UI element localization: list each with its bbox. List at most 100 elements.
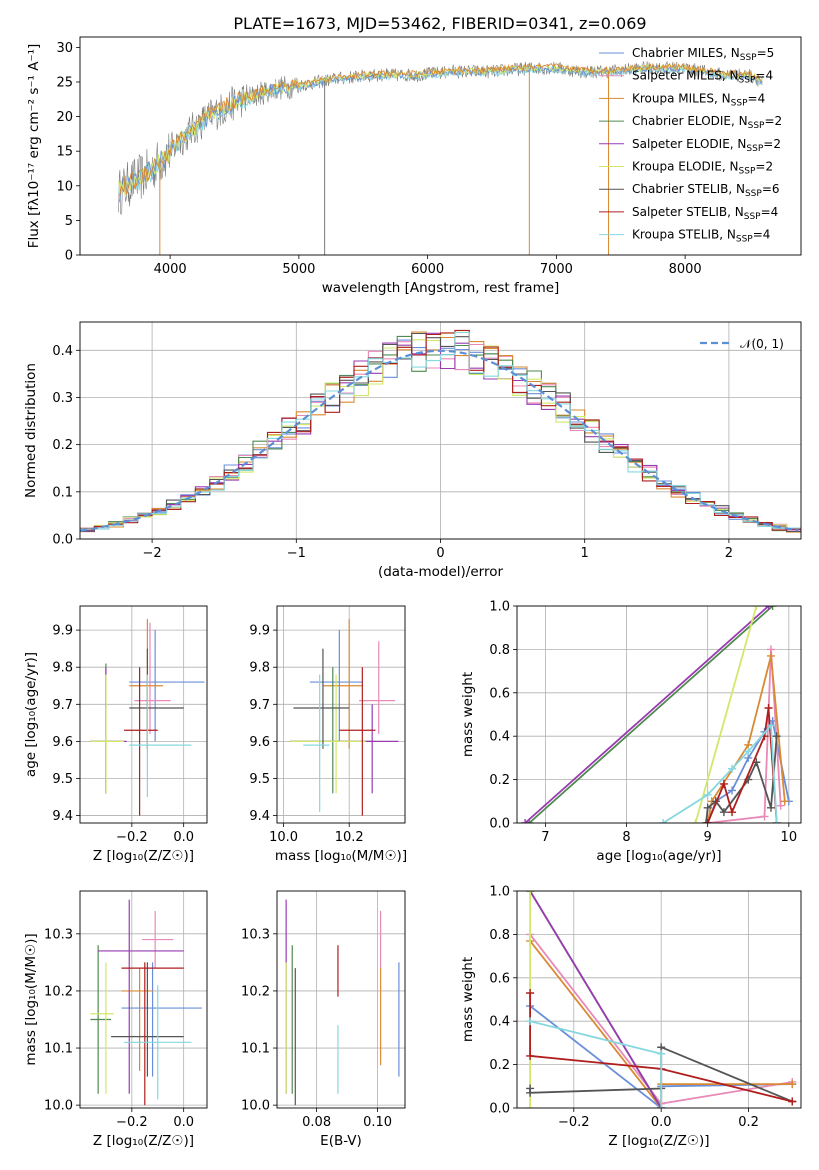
x-tick-label: 8: [622, 830, 630, 845]
legend-count: =2: [755, 160, 773, 174]
legend-count: =4: [755, 69, 773, 83]
residuals-plot-area: [80, 329, 801, 533]
age_vs_Z-frame: [79, 605, 208, 824]
weight-line: [705, 736, 778, 823]
y-tick-label: 10.0: [241, 1099, 270, 1114]
x-axis-label: E(B-V): [320, 1133, 362, 1149]
y-tick-label: 1.0: [489, 600, 510, 615]
age_vs_mass-frame: [276, 605, 406, 824]
x-tick-label: 2: [725, 546, 733, 561]
weight-marker: [788, 1097, 797, 1106]
weight-marker: [719, 779, 728, 788]
weight_vs_age-frame: [516, 605, 802, 824]
legend-label: Chabrier STELIB, NSSP=6: [632, 182, 780, 199]
mass_vs_Z-plot-area: [90, 899, 202, 1106]
weight-line: [694, 606, 758, 823]
weight-marker: [728, 764, 737, 773]
mass_vs_ebv-axes: 0.08 0.10 10.0 10.1 10.2 10.3 E(B-V): [241, 890, 406, 1149]
x-axis-label: wavelength [Angstrom, rest frame]: [322, 280, 560, 296]
mass_vs_Z-frame: [79, 890, 208, 1109]
legend-count: =4: [748, 91, 766, 105]
y-tick-label: 9.4: [249, 809, 270, 824]
weight-line: [529, 891, 662, 1108]
x-tick-label: 0: [436, 546, 444, 561]
legend-label: Kroupa ELODIE, NSSP=2: [632, 160, 773, 177]
weight-marker: [766, 721, 775, 730]
y-tick-label: 0.1: [52, 485, 73, 500]
legend-count: =2: [763, 137, 781, 151]
weight_vs_age-plot-area: [521, 606, 793, 823]
weight-marker: [752, 606, 761, 610]
y-tick-label: 10.3: [241, 927, 270, 942]
weight-marker: [766, 803, 775, 812]
x-axis-label: Z [log₁₀(Z/Z☉)]: [608, 1133, 709, 1149]
legend-count: =6: [762, 182, 780, 196]
y-tick-label: 0.8: [489, 928, 510, 943]
y-tick-label: 9.7: [249, 698, 270, 713]
y-tick-label: 30: [56, 41, 73, 56]
legend-subscript: SSP: [745, 189, 762, 199]
y-tick-label: 10.2: [44, 984, 73, 999]
y-tick-label: 0: [65, 249, 73, 264]
weight-marker: [702, 819, 711, 823]
x-tick-label: 0.10: [363, 1115, 392, 1130]
residuals-frame: [79, 321, 802, 540]
plot-layer: 4000 5000 6000 7000 8000051015202530waveleng…: [23, 36, 802, 1149]
y-tick-label: 9.6: [249, 735, 270, 750]
y-tick-label: 9.4: [52, 809, 73, 824]
y-tick-label: 5: [65, 214, 73, 229]
y-tick-label: 0.6: [489, 971, 510, 986]
x-tick-label: 10.0: [269, 830, 298, 845]
histogram-step: [80, 329, 801, 531]
x-tick-label: 0.0: [651, 1115, 672, 1130]
legend-subscript: SSP: [746, 144, 763, 154]
legend-label: Kroupa MILES, NSSP=4: [632, 91, 765, 108]
age_vs_Z-axes: −0.2 0.0 9.4 9.5 9.6 9.7 9.8 9.9 Z [log₁₀(Z/Z☉)]…: [23, 605, 208, 864]
mass_vs_ebv-frame: [276, 890, 406, 1109]
y-axis-label: mass weight: [460, 957, 476, 1042]
y-tick-label: 0.3: [52, 391, 73, 406]
y-tick-label: 15: [56, 145, 73, 160]
weight-marker: [526, 1088, 535, 1097]
weight-marker: [728, 808, 737, 817]
spectrum-model-line: [118, 65, 763, 194]
x-axis-label: (data-model)/error: [378, 564, 504, 580]
weight-line: [528, 606, 774, 823]
gaussian-curve: [80, 349, 799, 532]
legend-count: =2: [764, 114, 782, 128]
weight-marker: [526, 891, 535, 895]
weight-marker: [657, 1049, 666, 1058]
spectrum-axes: 4000 5000 6000 7000 8000 0 5 10 15 20 25 30 waveleng…: [26, 36, 802, 296]
legend-count: =4: [761, 205, 779, 219]
weight-line: [707, 649, 782, 823]
weight-marker: [526, 1051, 535, 1060]
y-tick-label: 10.1: [241, 1042, 270, 1057]
mass_vs_ebv-plot-area: [285, 899, 400, 1106]
y-tick-label: 20: [56, 110, 73, 125]
age_vs_Z-plot-area: [90, 618, 205, 816]
spectrum-frame: [79, 36, 802, 256]
x-tick-label: 7: [541, 830, 549, 845]
weight_vs_Z-plot-area: [526, 891, 797, 1108]
legend-count: =4: [753, 228, 771, 242]
x-axis-label: age [log₁₀(age/yr)]: [596, 848, 721, 864]
weight-marker: [780, 797, 789, 806]
legend-subscript: SSP: [731, 98, 748, 108]
y-tick-label: 10.1: [44, 1042, 73, 1057]
legend-subscript: SSP: [744, 212, 761, 222]
x-tick-label: 0.0: [173, 830, 194, 845]
x-tick-label: −0.2: [116, 830, 148, 845]
weight_vs_Z-frame: [516, 890, 802, 1109]
y-axis-label: Flux [fλ10⁻¹⁷ erg cm⁻² s⁻¹ A⁻¹]: [26, 44, 42, 249]
y-tick-label: 0.2: [489, 1058, 510, 1073]
x-tick-label: 8000: [669, 262, 702, 277]
weight-marker: [526, 1104, 535, 1108]
x-axis-label: Z [log₁₀(Z/Z☉)]: [93, 1133, 194, 1149]
x-axis-label: mass [log₁₀(M/M☉)]: [275, 848, 407, 864]
weight-marker: [760, 812, 769, 821]
y-tick-label: 9.9: [52, 624, 73, 639]
weight_vs_Z-axes: −0.2 0.0 0.2 0.0 0.2 0.4 0.6 0.8 1.0 Z [log₁₀(Z/Z…: [460, 885, 802, 1149]
x-tick-label: 0.0: [173, 1115, 194, 1130]
age_vs_mass-plot-area: [290, 618, 399, 816]
y-tick-label: 10: [56, 179, 73, 194]
